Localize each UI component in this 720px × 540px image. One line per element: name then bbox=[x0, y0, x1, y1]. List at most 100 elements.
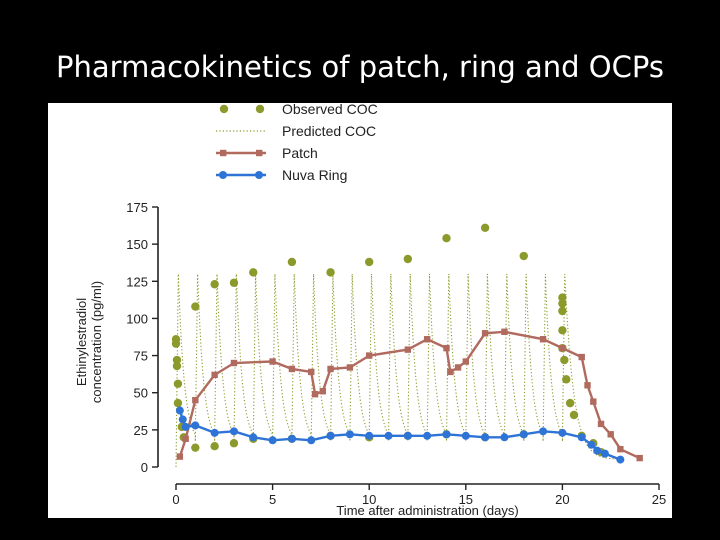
patch-point bbox=[501, 328, 508, 335]
nuva-ring-point bbox=[616, 455, 625, 464]
nuva-ring-point bbox=[403, 431, 412, 440]
nuva-ring-point bbox=[587, 440, 596, 449]
observed-coc-point bbox=[287, 257, 297, 267]
patch-point bbox=[607, 431, 614, 438]
nuva-ring-point bbox=[365, 431, 374, 440]
patch-point bbox=[176, 453, 184, 460]
y-tick-label: 50 bbox=[134, 386, 148, 401]
nuva-ring-point bbox=[442, 430, 451, 439]
observed-coc-point bbox=[249, 268, 258, 277]
patch-point bbox=[404, 346, 412, 353]
patch-point bbox=[636, 454, 643, 462]
patch-point bbox=[308, 368, 315, 376]
patch-point bbox=[617, 445, 624, 453]
patch-point bbox=[447, 368, 454, 376]
observed-coc-point bbox=[210, 442, 219, 451]
observed-coc-point bbox=[191, 302, 200, 311]
x-tick-label: 20 bbox=[555, 492, 569, 507]
legend-observed-marker bbox=[219, 104, 229, 114]
patch-point bbox=[319, 388, 327, 395]
patch-point bbox=[211, 371, 218, 379]
nuva-ring-point bbox=[600, 449, 609, 458]
legend-label: Observed COC bbox=[282, 103, 378, 117]
chart-panel: Observed COC Predicted COC Patch Nuva Ring … bbox=[48, 103, 672, 518]
nuva-ring-point bbox=[345, 430, 354, 439]
legend-label: Predicted COC bbox=[282, 123, 376, 139]
axes: 0 25 50 75 100 125 150 175 0 5 10 15 20 25 Time after … bbox=[74, 200, 666, 518]
legend-label: Nuva Ring bbox=[282, 167, 347, 183]
nuva-ring-point bbox=[210, 428, 219, 437]
patch-point bbox=[192, 396, 199, 404]
nuva-ring-point bbox=[229, 427, 238, 436]
observed-coc-point bbox=[173, 398, 183, 408]
x-axis-label: Time after administration (days) bbox=[336, 503, 518, 518]
observed-coc-point bbox=[565, 398, 575, 408]
x-tick-label: 5 bbox=[269, 492, 276, 507]
nuva-ring-point bbox=[307, 436, 316, 445]
legend-ring-marker bbox=[255, 171, 263, 179]
observed-coc-point bbox=[172, 355, 182, 365]
nuva-ring-line bbox=[178, 410, 621, 461]
patch-point bbox=[590, 398, 597, 405]
slide-title: Pharmacokinetics of patch, ring and OCPs bbox=[56, 50, 664, 84]
observed-coc-point bbox=[173, 379, 183, 388]
nuva-ring-point bbox=[287, 434, 296, 443]
patch-point bbox=[288, 365, 296, 373]
nuva-ring-point bbox=[175, 406, 184, 415]
patch-point bbox=[481, 330, 489, 337]
observed-coc-point bbox=[558, 299, 567, 308]
observed-coc-point bbox=[403, 254, 413, 264]
y-tick-label: 75 bbox=[134, 349, 148, 364]
nuva-ring-point bbox=[539, 427, 548, 436]
nuva-ring-point bbox=[519, 430, 528, 439]
nuva-ring-layer bbox=[175, 406, 625, 464]
patch-point bbox=[423, 336, 431, 343]
patch-point bbox=[597, 420, 605, 428]
patch-point bbox=[269, 358, 276, 365]
patch-point bbox=[327, 365, 334, 373]
patch-point bbox=[366, 352, 373, 359]
x-tick-label: 15 bbox=[459, 492, 473, 507]
patch-point bbox=[230, 359, 238, 367]
nuva-ring-point bbox=[191, 421, 200, 430]
y-axis-label-line: concentration (pg/ml) bbox=[89, 281, 104, 403]
nuva-ring-point bbox=[423, 431, 432, 440]
nuva-ring-point bbox=[178, 415, 187, 424]
y-tick-label: 100 bbox=[126, 311, 148, 326]
nuva-ring-point bbox=[384, 431, 393, 440]
nuva-ring-point bbox=[268, 436, 277, 445]
legend-label: Patch bbox=[282, 145, 318, 161]
observed-coc-point bbox=[326, 268, 335, 277]
observed-coc-point bbox=[562, 375, 571, 384]
y-axis-label-line: Ethinylestradiol bbox=[74, 298, 89, 386]
patch-point bbox=[182, 435, 189, 442]
legend-observed-marker bbox=[255, 104, 265, 114]
observed-coc-point bbox=[558, 293, 567, 302]
observed-coc-point bbox=[365, 257, 374, 267]
nuva-ring-point bbox=[181, 422, 190, 431]
observed-coc-point bbox=[229, 278, 239, 287]
nuva-ring-point bbox=[249, 433, 258, 442]
patch-point bbox=[454, 364, 462, 371]
observed-coc-point bbox=[519, 251, 528, 261]
nuva-ring-point bbox=[481, 433, 490, 442]
patch-point bbox=[346, 364, 354, 371]
observed-coc-point bbox=[480, 223, 490, 232]
patch-point bbox=[539, 336, 547, 343]
patch-layer bbox=[176, 328, 643, 462]
nuva-ring-point bbox=[461, 431, 470, 440]
predicted-coc-line bbox=[175, 273, 617, 468]
observed-coc-point bbox=[172, 361, 182, 371]
nuva-ring-point bbox=[577, 433, 586, 442]
observed-coc-point bbox=[558, 306, 567, 316]
patch-point bbox=[311, 391, 319, 398]
patch-point bbox=[443, 344, 450, 352]
patch-point bbox=[584, 382, 591, 389]
observed-coc-point bbox=[229, 439, 239, 448]
y-tick-label: 25 bbox=[134, 423, 148, 438]
observed-coc-point bbox=[560, 355, 569, 365]
predicted-coc-layer bbox=[175, 273, 617, 468]
legend: Observed COC Predicted COC Patch Nuva Ring bbox=[216, 103, 378, 183]
y-tick-label: 175 bbox=[126, 200, 148, 215]
